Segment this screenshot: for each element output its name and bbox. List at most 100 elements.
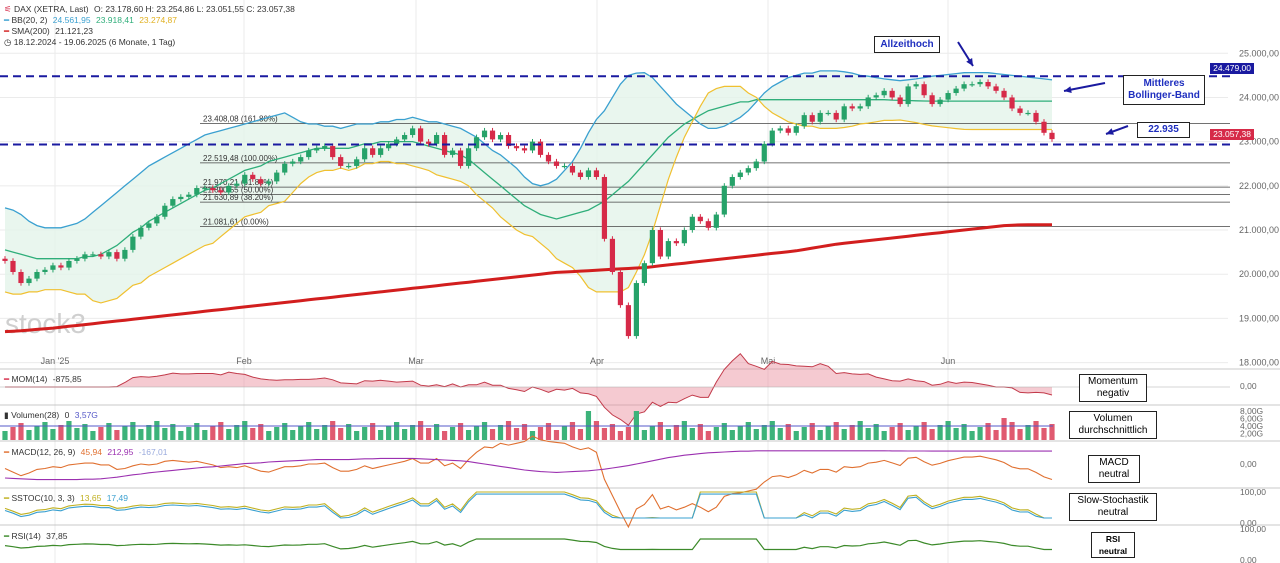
volume-bar xyxy=(274,427,280,440)
volume-bar xyxy=(593,421,600,440)
volume-bar xyxy=(721,423,727,440)
candle-body xyxy=(609,238,616,272)
volume-bar xyxy=(242,421,248,440)
macd-v1: 45,94 xyxy=(80,447,102,457)
macd-line xyxy=(4,435,1053,529)
candle-body xyxy=(42,269,48,272)
volume-bar xyxy=(753,429,759,440)
candle-body xyxy=(242,174,248,184)
candle-body xyxy=(953,88,959,94)
volume-bar xyxy=(737,426,743,440)
panel-tick-label: 100,00 xyxy=(1240,487,1266,497)
candle-body xyxy=(266,181,272,184)
macd-signal-line xyxy=(4,450,1052,481)
vol-label: Volumen(28) xyxy=(11,410,60,420)
candle-body xyxy=(82,254,88,259)
volume-bar xyxy=(1033,421,1039,440)
volume-bar xyxy=(809,423,815,440)
volume-bar xyxy=(865,428,871,440)
clock-icon: ◷ xyxy=(4,37,12,47)
candle-body xyxy=(521,148,528,151)
annotation-mittleres-bb: Mittleres Bollinger-Band xyxy=(1123,75,1205,105)
volume-bar xyxy=(370,423,376,440)
candle-body xyxy=(889,90,895,98)
stoch-v2: 17,49 xyxy=(106,493,128,503)
volume-bar xyxy=(977,427,983,440)
volume-bar xyxy=(50,429,56,440)
volume-bar xyxy=(729,430,735,440)
candle-body xyxy=(465,148,472,166)
candle-body xyxy=(410,128,416,136)
mom-header: ━ MOM(14) -875,85 xyxy=(4,374,82,384)
y-tick-label: 23.000,00 xyxy=(1239,137,1279,147)
candle-body xyxy=(154,216,160,224)
volume-bar xyxy=(905,430,911,440)
candle-body xyxy=(330,146,336,158)
candle-body xyxy=(913,84,919,87)
annotation-arrow-head xyxy=(1106,128,1114,135)
rsi-label: RSI(14) xyxy=(11,531,41,541)
candle-body xyxy=(713,214,719,228)
volume-bar xyxy=(625,427,632,440)
sma200-line xyxy=(4,223,1052,334)
volume-bar xyxy=(769,421,775,440)
candle-body xyxy=(10,260,16,272)
candle-body xyxy=(106,252,112,257)
macd-v2: 212,95 xyxy=(107,447,134,457)
volume-bar xyxy=(649,426,655,440)
candle-body xyxy=(777,128,783,131)
candle-body xyxy=(497,135,504,140)
candle-body xyxy=(130,236,136,250)
stoch-header: ━ SSTOC(10, 3, 3) 13,65 17,49 xyxy=(4,493,128,503)
volume-bar xyxy=(993,430,999,440)
mom-line xyxy=(5,352,1053,427)
candle-body xyxy=(737,172,743,177)
volume-bar xyxy=(873,424,879,440)
candle-body xyxy=(1041,121,1047,133)
candle-body xyxy=(585,170,592,177)
fib-level-label: 21.630,89 (38.20%) xyxy=(203,193,274,202)
fib-level-label: 22.519,48 (100.00%) xyxy=(203,154,278,163)
y-tick-label: 22.000,00 xyxy=(1239,181,1279,191)
volume-bar xyxy=(1025,425,1031,440)
candle-body xyxy=(561,165,568,168)
volume-bar xyxy=(689,428,695,440)
candle-body xyxy=(354,159,360,166)
volume-bar xyxy=(889,427,895,440)
volume-bar xyxy=(985,423,991,440)
fib-level-label: 21.081,61 (0.00%) xyxy=(203,217,269,226)
rsi-value: 37,85 xyxy=(46,531,68,541)
volume-bar xyxy=(338,428,344,440)
y-tick-label: 19.000,00 xyxy=(1239,313,1279,323)
volume-bar xyxy=(354,431,360,440)
volume-bar xyxy=(825,426,831,440)
candle-body xyxy=(250,174,256,180)
candle-body xyxy=(969,84,975,86)
candle-body xyxy=(122,249,128,259)
candle-body xyxy=(2,258,8,261)
candle-body xyxy=(577,172,584,177)
volume-bar xyxy=(90,431,96,440)
volume-bar xyxy=(322,425,328,440)
bb-up-value: 23.918,41 xyxy=(95,15,134,25)
volume-bar xyxy=(457,423,464,440)
candle-body xyxy=(729,176,735,186)
candle-body xyxy=(433,135,440,144)
candle-body xyxy=(817,112,823,122)
volume-bar xyxy=(945,421,951,440)
volume-bar xyxy=(218,422,224,440)
candle-body xyxy=(793,126,799,133)
candle-body xyxy=(170,199,176,206)
volume-bar xyxy=(1001,418,1007,440)
volume-bar xyxy=(497,425,504,440)
candle-body xyxy=(18,271,24,284)
volume-bar xyxy=(66,421,72,440)
candle-body xyxy=(961,84,967,89)
candle-body xyxy=(418,128,424,142)
candle-body xyxy=(601,176,608,239)
macd-v3: -167,01 xyxy=(138,447,168,457)
candle-body xyxy=(1049,132,1055,140)
volume-bar xyxy=(162,428,168,440)
volume-bar xyxy=(186,427,192,440)
